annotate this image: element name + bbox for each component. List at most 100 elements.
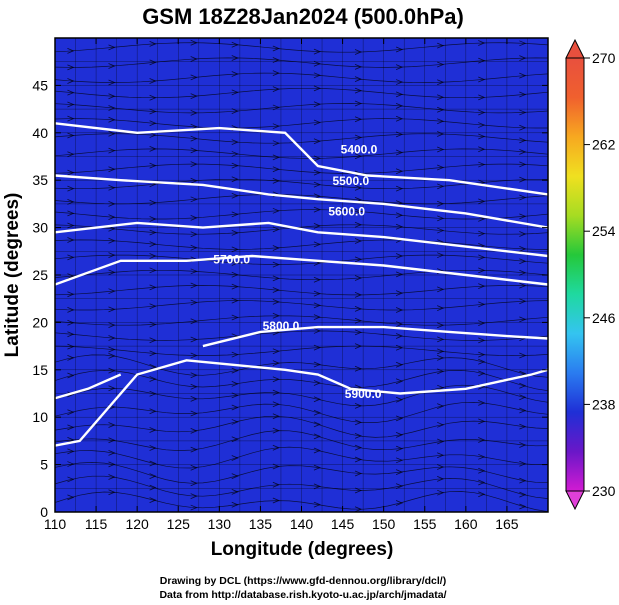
streamline-arrow <box>108 200 116 207</box>
streamline-arrow <box>67 48 75 54</box>
streamline-arrow <box>519 460 527 467</box>
streamline-arrow <box>272 207 280 214</box>
streamline-arrow <box>108 450 116 456</box>
streamline-arrow <box>313 138 321 145</box>
streamline <box>55 209 548 220</box>
streamline-arrow <box>231 392 239 399</box>
streamline-arrow <box>354 238 363 244</box>
streamline-arrow <box>149 120 157 127</box>
streamline-arrow <box>67 115 75 122</box>
streamline-arrow <box>478 337 486 344</box>
streamline-arrow <box>67 355 75 361</box>
streamline-arrow <box>395 46 404 53</box>
y-tick-label: 35 <box>32 172 48 188</box>
streamline-arrow <box>190 135 198 142</box>
streamline-arrow <box>108 44 116 51</box>
streamline-arrow <box>149 94 157 101</box>
streamline-arrow <box>519 109 527 116</box>
streamline-arrow <box>190 244 198 251</box>
streamline-arrow <box>354 275 363 281</box>
streamline-arrow <box>67 89 75 96</box>
streamline-arrow <box>437 489 445 496</box>
streamline-arrow <box>149 390 157 397</box>
streamline-arrow <box>272 226 280 233</box>
streamline-arrow <box>108 474 116 480</box>
streamline-arrow <box>395 223 404 230</box>
streamline-arrow <box>478 122 486 128</box>
streamline-arrow <box>519 213 527 220</box>
streamline-arrow <box>231 473 239 480</box>
streamline-arrow <box>519 282 527 289</box>
streamline-arrow <box>354 63 363 70</box>
streamline-arrow <box>272 413 280 420</box>
streamline-arrow <box>108 63 116 69</box>
streamline-arrow <box>108 385 116 392</box>
streamline <box>55 224 548 235</box>
streamline-arrow <box>190 504 198 511</box>
streamline-arrow <box>231 71 239 77</box>
streamline-arrow <box>108 269 116 276</box>
streamline-arrow <box>354 433 363 439</box>
streamline-arrow <box>149 229 157 236</box>
streamline-arrow <box>149 146 157 152</box>
streamline-arrow <box>190 446 198 453</box>
streamline-arrow <box>149 460 157 467</box>
contour-label: 5400.0 <box>341 143 378 157</box>
streamline-arrow <box>313 344 321 351</box>
streamline-arrow <box>272 360 280 366</box>
contour-line <box>202 325 548 348</box>
streamline-arrow <box>478 418 486 425</box>
streamline-arrow <box>231 283 239 290</box>
streamline-arrow <box>437 252 445 259</box>
streamline-arrow <box>149 497 157 504</box>
streamline-arrow <box>395 91 404 98</box>
streamline-arrow <box>231 89 239 96</box>
streamline-arrow <box>272 245 280 251</box>
streamline-arrow <box>231 314 239 321</box>
streamline-arrow <box>519 442 527 448</box>
streamline-arrow <box>313 276 321 283</box>
x-axis-label: Longitude (degrees) <box>211 539 394 560</box>
streamline-arrow <box>395 131 404 138</box>
streamline-arrow <box>395 253 404 259</box>
streamline-arrow <box>149 484 157 491</box>
streamline-arrow <box>108 288 116 295</box>
streamline-arrow <box>149 363 157 370</box>
streamline-arrow <box>478 254 486 261</box>
streamline-arrow <box>272 376 280 383</box>
streamline <box>55 475 548 499</box>
streamline-arrow <box>519 352 527 359</box>
streamline-arrow <box>313 119 321 126</box>
streamline-arrow <box>149 241 157 247</box>
streamline-arrow <box>67 222 75 229</box>
streamline-arrow <box>67 199 75 205</box>
streamline-arrow <box>149 199 157 206</box>
colorbar-max-arrow <box>565 38 585 59</box>
streamline-arrow <box>519 91 527 98</box>
streamline-arrow <box>437 131 445 137</box>
streamline-arrow <box>272 287 280 293</box>
streamline-arrow <box>437 79 445 86</box>
y-axis-ticks: 0 5 10 15 20 25 30 35 40 45 <box>32 77 548 520</box>
streamline-arrow <box>519 72 527 79</box>
colorbar-tick-label: 238 <box>592 396 616 412</box>
streamline-arrow <box>313 433 321 440</box>
streamline-arrow <box>272 444 280 451</box>
streamline-arrow <box>190 39 198 46</box>
streamline-arrow <box>395 79 404 85</box>
streamline-arrow <box>272 178 280 184</box>
streamline-arrow <box>149 162 157 169</box>
streamline-arrow <box>190 336 198 343</box>
streamline-arrow <box>437 452 445 459</box>
streamline-arrow <box>190 372 198 379</box>
streamline-arrow <box>67 391 75 398</box>
streamline <box>55 148 548 159</box>
streamline-arrow <box>354 76 363 82</box>
streamline-arrow <box>519 137 527 144</box>
streamline-arrow <box>272 481 280 488</box>
streamline-arrow <box>437 106 445 113</box>
streamline-arrow <box>272 389 280 396</box>
streamline-arrow <box>272 312 280 319</box>
streamline-arrow <box>313 181 321 188</box>
x-tick-label: 160 <box>454 516 478 532</box>
